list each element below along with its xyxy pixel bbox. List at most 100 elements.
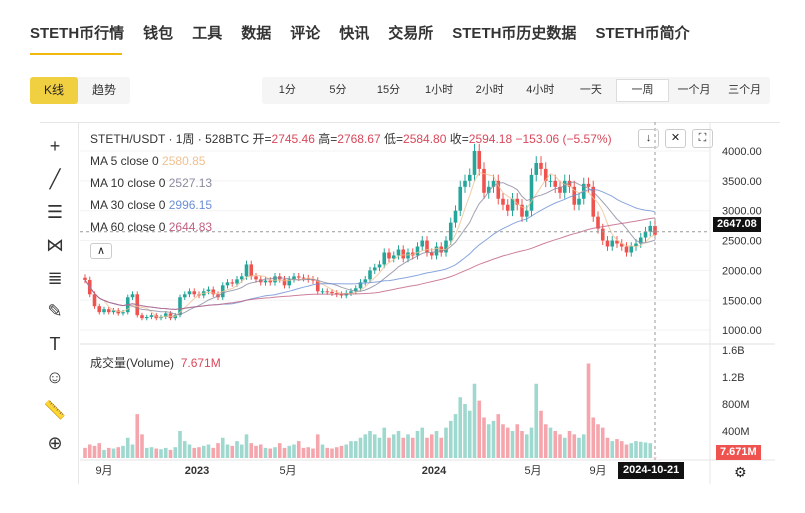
volume-bar xyxy=(315,434,320,458)
price-tick-label: 1000.00 xyxy=(722,325,762,337)
volume-bar xyxy=(401,437,406,458)
nav-tab-exchanges[interactable]: 交易所 xyxy=(388,25,434,42)
volume-bar xyxy=(477,400,482,458)
volume-bar xyxy=(282,447,287,458)
candle-body xyxy=(92,294,97,307)
volume-bar xyxy=(111,448,116,458)
nav-tab-market[interactable]: STETH币行情 xyxy=(30,25,125,42)
fib-icon[interactable]: ≣ xyxy=(47,268,63,288)
trend-line-icon[interactable]: ╱ xyxy=(49,169,61,189)
candle-body xyxy=(396,249,401,256)
price-tag: 2647.08 xyxy=(713,217,761,232)
volume-bar xyxy=(610,441,615,458)
ruler-icon[interactable]: 📏 xyxy=(43,400,67,420)
candle-body xyxy=(458,186,463,211)
volume-bar xyxy=(216,443,220,458)
volume-bar xyxy=(353,441,358,458)
nav-tab-comments[interactable]: 评论 xyxy=(290,25,321,42)
crosshair-icon[interactable]: + xyxy=(49,136,61,156)
candle-body xyxy=(368,270,372,280)
volume-bar xyxy=(339,445,344,458)
candle-body xyxy=(292,276,296,280)
horizontal-lines-icon[interactable]: ☰ xyxy=(46,202,64,222)
candle-body xyxy=(539,162,543,169)
candle-body xyxy=(548,180,553,182)
volume-bar xyxy=(634,441,638,458)
candle-body xyxy=(515,198,520,205)
volume-bar xyxy=(344,444,349,458)
close-value: 2594.18 xyxy=(468,132,513,146)
volume-bar xyxy=(296,441,301,458)
volume-bar xyxy=(301,447,306,458)
nav-tab-intro[interactable]: STETH币简介 xyxy=(595,25,690,42)
interval-3mo[interactable]: 三个月 xyxy=(728,84,762,96)
candle-body xyxy=(482,168,486,193)
nav-tab-data[interactable]: 数据 xyxy=(241,25,272,42)
interval-5m[interactable]: 5分 xyxy=(329,84,347,96)
volume-bar xyxy=(486,424,491,458)
interval-1h[interactable]: 1小时 xyxy=(425,84,454,96)
volume-bar xyxy=(458,397,463,458)
interval-4h[interactable]: 4小时 xyxy=(526,84,555,96)
interval-1mo[interactable]: 一个月 xyxy=(677,84,711,96)
candle-body xyxy=(415,246,420,256)
brush-icon[interactable]: ✎ xyxy=(47,301,63,321)
volume-bar xyxy=(553,431,558,458)
ma-value: 2580.85 xyxy=(162,154,206,168)
emoji-icon[interactable]: ☺ xyxy=(45,367,65,387)
candle-body xyxy=(239,276,244,280)
volume-bar xyxy=(254,445,258,458)
volume-bar xyxy=(472,383,477,458)
interval-1d[interactable]: 一天 xyxy=(579,84,602,96)
chart-controls: ↓ ✕ ⛶ xyxy=(638,129,713,148)
chart-area[interactable] xyxy=(40,122,780,492)
volume-bar xyxy=(572,434,577,458)
volume-bar xyxy=(149,447,154,458)
volume-bar xyxy=(643,442,648,458)
volume-bar xyxy=(520,431,524,458)
volume-bar xyxy=(292,444,296,458)
candle-body xyxy=(263,280,268,283)
volume-value: 7.671M xyxy=(180,356,221,370)
volume-label: 成交量(Volume) xyxy=(90,356,175,370)
collapse-icon[interactable]: ✕ xyxy=(665,129,686,148)
volume-bar xyxy=(187,444,192,458)
pattern-icon[interactable]: ⋈ xyxy=(46,235,64,255)
top-nav: STETH币行情 钱包 工具 数据 评论 快讯 交易所 STETH币历史数据 S… xyxy=(30,22,709,43)
arrow-down-icon[interactable]: ↓ xyxy=(638,129,659,148)
candle-body xyxy=(591,186,596,217)
volume-bar xyxy=(543,424,548,458)
candle-body xyxy=(491,180,496,187)
volume-bar xyxy=(596,424,600,458)
interval-1m[interactable]: 1分 xyxy=(278,84,296,96)
nav-tab-history[interactable]: STETH币历史数据 xyxy=(452,25,577,42)
volume-tick-label: 800M xyxy=(722,399,750,411)
nav-tab-tools[interactable]: 工具 xyxy=(192,25,223,42)
volume-legend: 成交量(Volume) 7.671M xyxy=(90,354,221,371)
interval-15m[interactable]: 15分 xyxy=(376,84,401,96)
text-icon[interactable]: T xyxy=(49,334,61,354)
zoom-in-icon[interactable]: ⊕ xyxy=(47,433,63,453)
volume-bar xyxy=(515,424,520,458)
price-tick-label: 3500.00 xyxy=(722,176,762,188)
volume-bar xyxy=(387,437,391,458)
nav-tab-wallet[interactable]: 钱包 xyxy=(143,25,174,42)
interval-2h[interactable]: 2小时 xyxy=(475,84,504,96)
volume-bar xyxy=(562,437,567,458)
volume-bar xyxy=(510,431,515,458)
settings-icon[interactable]: ⚙ xyxy=(734,464,747,480)
candle-body xyxy=(244,264,249,277)
fullscreen-icon[interactable]: ⛶ xyxy=(692,129,713,148)
candle-body xyxy=(168,313,173,319)
price-tick-label: 1500.00 xyxy=(722,295,762,307)
collapse-legend-button[interactable]: ∧ xyxy=(90,243,112,259)
date-tag: 2024-10-21 xyxy=(618,462,685,479)
volume-bar xyxy=(377,437,382,458)
mode-trend[interactable]: 趋势 xyxy=(92,83,117,97)
candle-body xyxy=(363,279,368,283)
interval-1w[interactable]: 一周 xyxy=(616,79,669,102)
volume-bar xyxy=(615,439,619,458)
nav-tab-news[interactable]: 快讯 xyxy=(339,25,370,42)
mode-kline[interactable]: K线 xyxy=(30,77,79,104)
